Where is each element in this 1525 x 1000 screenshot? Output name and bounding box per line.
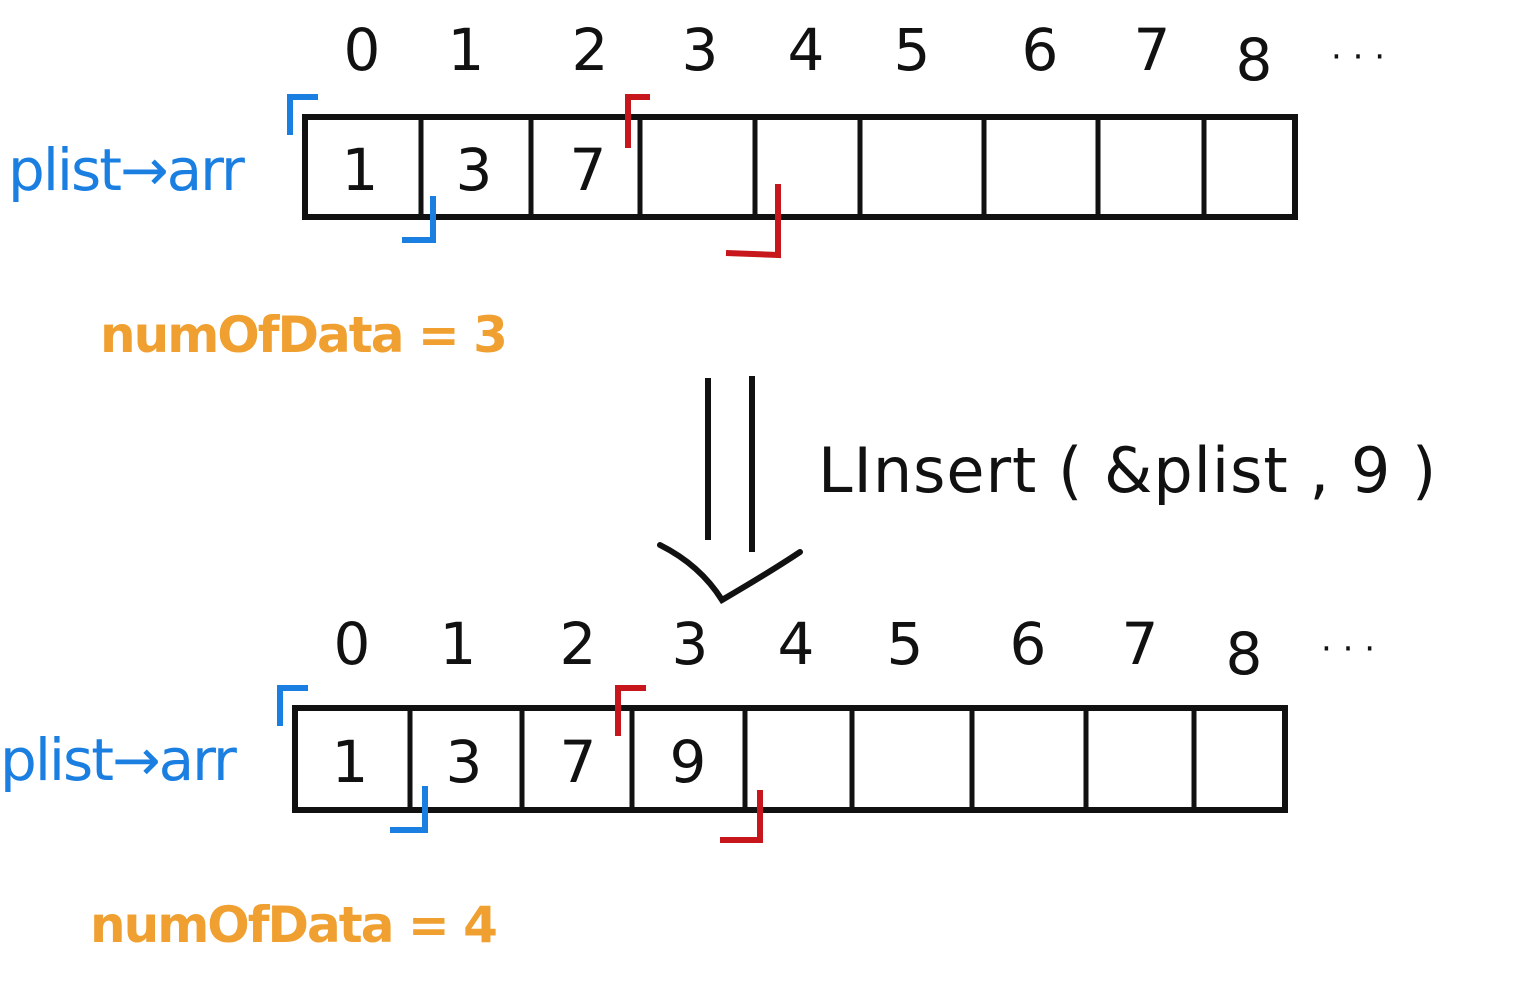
- before-index-label: 3: [682, 16, 719, 84]
- before-cell-value: 7: [570, 136, 607, 204]
- before-index-label: 1: [448, 16, 485, 84]
- before-array-frame: [302, 114, 1298, 220]
- before-index-label: 7: [1134, 16, 1171, 84]
- after-index-row: 0 1 2 3 4 5 6 7 8 · · ·: [334, 610, 1375, 688]
- before-index-label: 2: [572, 16, 609, 84]
- before-cell-value: 1: [342, 136, 379, 204]
- before-cell-value: 3: [456, 136, 493, 204]
- after-index-label: 7: [1122, 610, 1159, 678]
- after-index-label: 6: [1010, 610, 1047, 678]
- after-pointer-label: plist→arr: [0, 726, 237, 794]
- before-index-label: 0: [344, 16, 381, 84]
- after-index-label: 4: [778, 610, 815, 678]
- after-index-label: 5: [887, 610, 924, 678]
- before-index-label: 6: [1022, 16, 1059, 84]
- before-blue-bracket-end: [402, 196, 436, 243]
- after-cell-value: 9: [670, 728, 707, 796]
- after-array: 1 3 7 9: [292, 705, 1288, 813]
- after-index-label: 8: [1226, 620, 1263, 688]
- before-pointer-label: plist→arr: [8, 136, 245, 204]
- before-index-label: 4: [788, 16, 825, 84]
- after-red-bracket-end: [720, 790, 763, 843]
- before-index-row: 0 1 2 3 4 5 6 7 8 · · ·: [344, 16, 1385, 94]
- after-count-label: numOfData = 4: [90, 896, 496, 954]
- operation: LInsert ( &plist , 9 ): [657, 376, 1437, 605]
- after-index-label: 0: [334, 610, 371, 678]
- after-red-bracket-start: [615, 685, 646, 736]
- before-array: 1 3 7: [302, 114, 1298, 220]
- after-state: 0 1 2 3 4 5 6 7 8 · · · plist→arr 1 3 7 …: [0, 610, 1375, 954]
- before-ellipsis: · · ·: [1331, 37, 1385, 77]
- after-ellipsis: · · ·: [1321, 629, 1375, 669]
- before-index-label: 5: [894, 16, 931, 84]
- after-array-frame: [292, 705, 1288, 813]
- after-index-label: 1: [440, 610, 477, 678]
- after-index-label: 3: [672, 610, 709, 678]
- before-red-bracket-end: [725, 184, 781, 259]
- operation-call-label: LInsert ( &plist , 9 ): [818, 434, 1437, 507]
- before-count-label: numOfData = 3: [100, 306, 506, 364]
- before-blue-bracket-start: [287, 94, 318, 135]
- before-index-label: 8: [1236, 26, 1273, 94]
- before-red-bracket-start: [625, 94, 650, 148]
- after-cell-value: 1: [332, 728, 369, 796]
- after-cell-value: 7: [560, 728, 597, 796]
- down-arrow-head: [657, 542, 803, 605]
- after-blue-bracket-start: [277, 685, 308, 726]
- after-blue-bracket-end: [390, 786, 428, 833]
- before-state: 0 1 2 3 4 5 6 7 8 · · · plist→arr 1 3: [8, 16, 1385, 364]
- after-index-label: 2: [560, 610, 597, 678]
- after-cell-value: 3: [446, 728, 483, 796]
